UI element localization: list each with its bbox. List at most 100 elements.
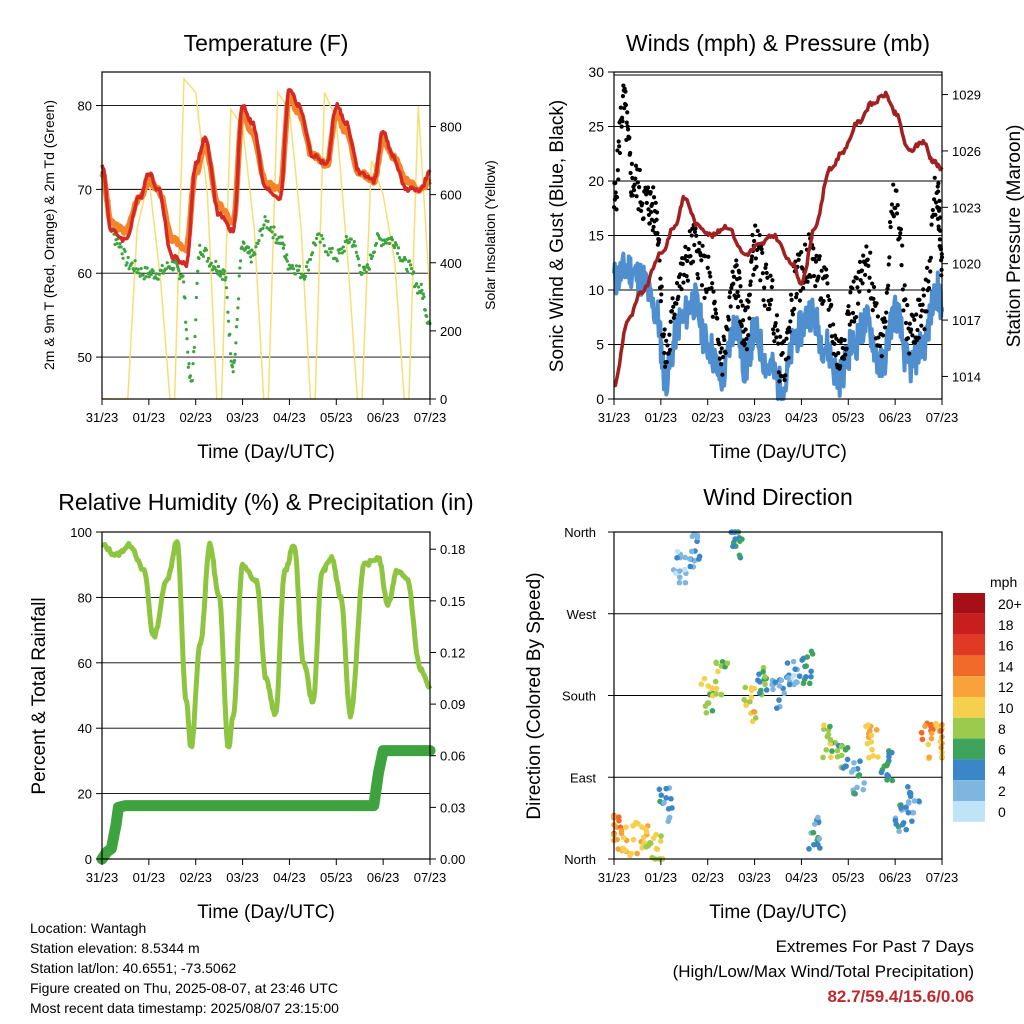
point-gust bbox=[637, 167, 642, 173]
point-dewpoint bbox=[126, 255, 130, 260]
point-gust bbox=[700, 243, 705, 248]
point-wind-direction bbox=[821, 722, 827, 728]
winds-title: Winds (mph) & Pressure (mb) bbox=[626, 30, 930, 56]
point-gust bbox=[782, 377, 787, 383]
point-wind-direction bbox=[869, 746, 875, 753]
point-gust bbox=[783, 373, 788, 378]
point-wind-direction bbox=[886, 750, 892, 757]
point-dewpoint bbox=[317, 232, 321, 236]
point-gust bbox=[685, 278, 691, 283]
point-gust bbox=[871, 296, 876, 301]
point-gust bbox=[899, 263, 904, 268]
point-dewpoint bbox=[185, 337, 189, 341]
point-wind-direction bbox=[843, 746, 849, 752]
point-dewpoint bbox=[198, 243, 202, 247]
point-gust bbox=[866, 263, 871, 268]
point-dewpoint bbox=[220, 277, 225, 282]
point-dewpoint bbox=[183, 296, 187, 300]
point-dewpoint bbox=[260, 233, 264, 237]
point-gust bbox=[686, 246, 691, 252]
point-gust bbox=[811, 273, 817, 279]
point-gust bbox=[708, 274, 713, 279]
point-gust bbox=[877, 343, 882, 349]
point-gust bbox=[703, 254, 708, 259]
point-wind-direction bbox=[630, 836, 637, 843]
y-tick-label: 10 bbox=[588, 282, 604, 298]
point-wind-direction bbox=[905, 809, 912, 816]
point-wind-direction bbox=[647, 840, 654, 847]
point-gust bbox=[736, 293, 741, 299]
point-gust bbox=[709, 285, 714, 291]
point-gust bbox=[748, 282, 753, 288]
point-gust bbox=[738, 299, 744, 304]
point-gust bbox=[817, 254, 822, 259]
point-wind-direction bbox=[810, 829, 817, 836]
point-gust bbox=[798, 288, 803, 293]
point-dewpoint bbox=[218, 274, 223, 278]
point-gust bbox=[713, 311, 719, 316]
point-gust bbox=[654, 210, 660, 215]
point-gust bbox=[786, 325, 792, 330]
point-dewpoint bbox=[327, 247, 332, 251]
x-tick-label: 05/23 bbox=[832, 870, 865, 885]
point-wind-direction bbox=[687, 563, 694, 570]
x-tick-label: 06/23 bbox=[367, 410, 400, 425]
point-gust bbox=[633, 176, 638, 181]
x-tick-label: 02/23 bbox=[179, 410, 212, 425]
point-wind-direction bbox=[928, 730, 935, 737]
point-gust bbox=[829, 334, 834, 339]
point-dewpoint bbox=[209, 261, 214, 265]
point-gust bbox=[740, 303, 745, 308]
point-gust bbox=[687, 229, 692, 234]
legend-label: 18 bbox=[998, 617, 1014, 633]
temperature-xlabel: Time (Day/UTC) bbox=[197, 442, 335, 463]
point-gust bbox=[770, 278, 775, 283]
point-dewpoint bbox=[118, 242, 122, 246]
point-gust bbox=[917, 297, 922, 302]
x-tick-label: 01/23 bbox=[645, 870, 678, 885]
point-dewpoint bbox=[249, 255, 253, 259]
point-gust bbox=[739, 323, 744, 329]
point-dewpoint bbox=[263, 215, 267, 219]
point-gust bbox=[651, 224, 656, 229]
point-wind-direction bbox=[763, 687, 770, 693]
y-tick-label: 25 bbox=[588, 119, 604, 135]
y-tick-label: 100 bbox=[70, 525, 92, 540]
point-gust bbox=[813, 283, 818, 289]
point-dewpoint bbox=[250, 248, 254, 252]
point-wind-direction bbox=[741, 696, 747, 703]
x-tick-label: 31/23 bbox=[86, 870, 119, 885]
point-wind-direction bbox=[730, 543, 736, 550]
point-wind-direction bbox=[674, 555, 680, 561]
extremes-subheading: (High/Low/Max Wind/Total Precipitation) bbox=[672, 962, 974, 981]
point-gust bbox=[846, 304, 851, 309]
point-gust bbox=[744, 336, 749, 341]
point-gust bbox=[882, 316, 887, 321]
point-gust bbox=[719, 346, 724, 351]
point-wind-direction bbox=[866, 754, 872, 761]
point-dewpoint bbox=[193, 334, 197, 339]
point-gust bbox=[784, 336, 789, 341]
point-gust bbox=[747, 316, 752, 321]
point-gust bbox=[725, 327, 730, 332]
point-wind-direction bbox=[873, 726, 880, 733]
point-wind-direction bbox=[669, 805, 675, 811]
location-text: Location: Wantagh bbox=[30, 920, 147, 936]
point-wind-direction bbox=[701, 675, 708, 682]
point-wind-direction bbox=[715, 668, 721, 675]
point-wind-direction bbox=[752, 715, 759, 721]
point-gust bbox=[645, 185, 651, 190]
point-dewpoint bbox=[420, 288, 424, 292]
y-tick-label-right: 0.06 bbox=[440, 749, 465, 764]
point-gust bbox=[631, 188, 637, 193]
legend-swatch bbox=[953, 801, 985, 822]
point-gust bbox=[938, 215, 943, 220]
point-wind-direction bbox=[778, 677, 785, 684]
point-gust bbox=[763, 262, 769, 267]
point-gust bbox=[654, 217, 659, 222]
point-dewpoint bbox=[225, 295, 229, 300]
point-wind-direction bbox=[864, 740, 871, 747]
point-wind-direction bbox=[713, 685, 720, 692]
point-dewpoint bbox=[419, 291, 423, 295]
y-tick-label-right: 400 bbox=[440, 256, 462, 271]
